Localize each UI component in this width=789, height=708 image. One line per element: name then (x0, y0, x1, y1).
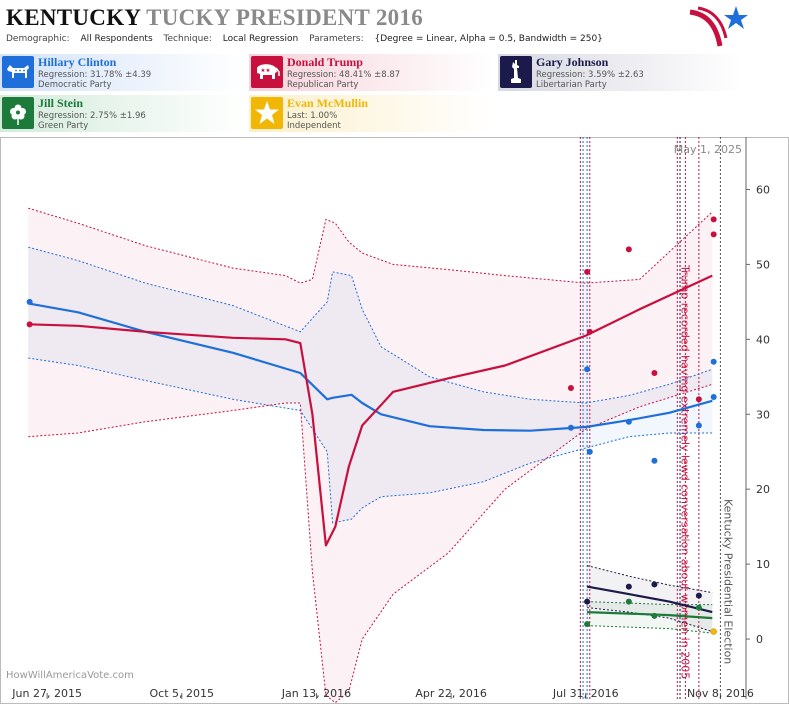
candidate-card-clinton[interactable]: Hillary Clinton Regression: 31.78% ±4.39… (0, 54, 244, 91)
hillary-clinton-poll-point (567, 424, 574, 431)
candidate-party: Green Party (38, 121, 89, 131)
candidate-name: Evan McMullin (287, 96, 369, 110)
title-rest: TUCKY PRESIDENT 2016 (146, 5, 424, 30)
gary-johnson-poll-point (584, 598, 591, 605)
x-tick-label: Jul 31, 2016 (552, 687, 619, 700)
x-tick-label: Jan 13, 2016 (281, 687, 351, 700)
donald-trump-poll-point (710, 231, 717, 238)
hillary-clinton-poll-point (710, 394, 717, 401)
parameters: Parameters: {Degree = Linear, Alpha = 0.… (309, 34, 603, 44)
gary-johnson-regression-line (586, 585, 713, 614)
page-title: KENTUCKY TUCKY PRESIDENT 2016 (6, 5, 423, 31)
hillary-clinton-regression-line (28, 302, 713, 432)
donald-trump-regression-line (28, 274, 713, 547)
flower-icon (2, 97, 34, 129)
hillary-clinton-poll-point (695, 422, 702, 429)
site-logo-icon[interactable] (686, 2, 748, 50)
hillary-clinton-lower-bound (28, 357, 713, 524)
candidate-legend: Hillary Clinton Regression: 31.78% ±4.39… (0, 54, 789, 134)
donald-trump-lower-bound (28, 383, 713, 704)
y-tick-label: 20 (756, 483, 770, 496)
jill-stein-lower-bound (587, 625, 713, 634)
star-icon (251, 97, 283, 129)
event-label: Trump recorded having extremely lewd con… (678, 264, 691, 679)
candidate-regression: Regression: 48.41% ±8.87 (287, 70, 401, 80)
jill-stein-poll-point (625, 598, 632, 605)
donald-trump-poll-point (651, 370, 658, 377)
x-tick-label: Nov 8, 2016 (687, 687, 754, 700)
x-tick-label: Apr 22, 2016 (415, 687, 487, 700)
chart-area: Trump recorded having extremely lewd con… (0, 137, 789, 704)
y-tick-label: 50 (756, 258, 770, 271)
jill-stein-poll-point (651, 612, 658, 619)
gary-johnson-lower-bound (587, 607, 713, 633)
gary-johnson-poll-point (651, 581, 658, 588)
candidate-last-value: Last: 1.00% (287, 111, 338, 121)
candidate-party: Democratic Party (38, 80, 112, 90)
donald-trump-poll-point (584, 268, 591, 275)
hillary-clinton-poll-point (584, 366, 591, 373)
hillary-clinton-poll-point (625, 418, 632, 425)
hillary-clinton-poll-point (26, 298, 33, 305)
candidate-name: Hillary Clinton (38, 55, 117, 69)
y-tick-label: 10 (756, 558, 770, 571)
candidate-party: Independent (287, 121, 341, 131)
candidate-card-trump[interactable]: Donald Trump Regression: 48.41% ±8.87 Re… (249, 54, 493, 91)
y-tick-label: 60 (756, 183, 770, 196)
donald-trump-upper-bound (28, 207, 713, 284)
candidate-party: Libertarian Party (536, 80, 607, 90)
gary-johnson-poll-point (695, 592, 702, 599)
donald-trump-poll-point (625, 246, 632, 253)
jill-stein-poll-point (695, 604, 702, 611)
elephant-icon (251, 56, 283, 88)
candidate-card-stein[interactable]: Jill Stein Regression: 2.75% ±1.96 Green… (0, 95, 244, 132)
gary-johnson-upper-bound (586, 565, 713, 594)
x-tick-label: Jun 27, 2015 (11, 687, 82, 700)
jill-stein-confidence-band (587, 601, 713, 634)
jill-stein-upper-bound (587, 601, 713, 606)
candidate-name: Donald Trump (287, 55, 363, 69)
y-tick-label: 40 (756, 333, 770, 346)
evan-mcmullin-poll-point (710, 628, 717, 635)
candidate-party: Republican Party (287, 80, 359, 90)
gary-johnson-poll-point (625, 583, 632, 590)
hillary-clinton-poll-point (651, 457, 658, 464)
title-state: KENTUCKY (6, 5, 141, 30)
hillary-clinton-confidence-band (28, 247, 713, 523)
event-label: Kentucky Presidential Election (721, 499, 734, 664)
donkey-icon (2, 56, 34, 88)
header: KENTUCKY TUCKY PRESIDENT 2016 Demographi… (0, 0, 789, 52)
donald-trump-poll-point (710, 216, 717, 223)
date-label: May 1, 2025 (674, 143, 742, 156)
technique: Technique: Local Regression (163, 34, 299, 44)
candidate-regression: Regression: 31.78% ±4.39 (38, 70, 152, 80)
statue-of-liberty-icon (500, 56, 532, 88)
y-tick-label: 0 (756, 633, 763, 646)
donald-trump-poll-point (26, 321, 33, 328)
candidate-card-mcmullin[interactable]: Evan McMullin Last: 1.00% Independent (249, 95, 493, 132)
donald-trump-confidence-band (28, 208, 713, 703)
candidate-regression: Regression: 3.59% ±2.63 (536, 70, 644, 80)
poll-regression-chart: Trump recorded having extremely lewd con… (0, 137, 789, 704)
demographic: Demographic: All Respondents (6, 34, 153, 44)
x-tick-label: Oct 5, 2015 (150, 687, 215, 700)
candidate-name: Gary Johnson (536, 55, 609, 69)
donald-trump-poll-point (586, 328, 593, 335)
y-tick-label: 30 (756, 408, 770, 421)
parameters-bar: Demographic: All Respondents Technique: … (6, 34, 603, 44)
candidate-name: Jill Stein (38, 96, 84, 110)
hillary-clinton-poll-point (586, 448, 593, 455)
jill-stein-poll-point (584, 621, 591, 628)
donald-trump-poll-point (695, 396, 702, 403)
candidate-regression: Regression: 2.75% ±1.96 (38, 111, 146, 121)
donald-trump-poll-point (567, 385, 574, 392)
jill-stein-regression-line (587, 611, 713, 620)
hillary-clinton-poll-point (710, 358, 717, 365)
watermark: HowWillAmericaVote.com (6, 670, 134, 681)
candidate-card-johnson[interactable]: Gary Johnson Regression: 3.59% ±2.63 Lib… (498, 54, 742, 91)
